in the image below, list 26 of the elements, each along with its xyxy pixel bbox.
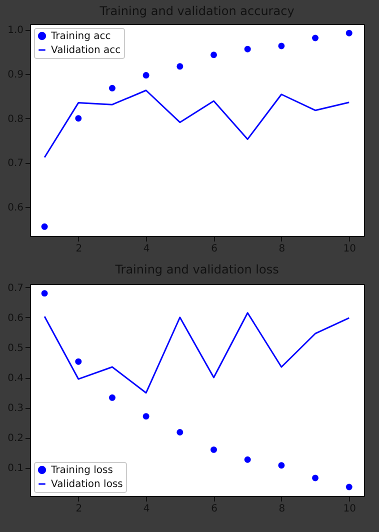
legend-label: Training loss (50, 465, 113, 476)
point (210, 52, 217, 58)
point (142, 72, 150, 79)
point (244, 46, 251, 52)
point (142, 413, 150, 420)
point (346, 30, 352, 36)
point (108, 84, 116, 92)
point (346, 484, 352, 490)
point (176, 63, 184, 70)
legend-label: Training acc (50, 31, 111, 42)
point (244, 456, 251, 463)
point (108, 394, 116, 401)
point (312, 34, 319, 42)
line-series (44, 90, 350, 158)
point (176, 429, 184, 436)
point (278, 462, 285, 469)
point (312, 474, 319, 482)
point (75, 358, 82, 365)
point (210, 446, 217, 453)
point (75, 115, 82, 122)
line-series (44, 312, 350, 394)
legend-label: Validation acc (51, 45, 121, 56)
point (278, 42, 285, 50)
point (41, 223, 48, 230)
point (41, 290, 48, 297)
legend-label: Validation loss (51, 479, 123, 490)
